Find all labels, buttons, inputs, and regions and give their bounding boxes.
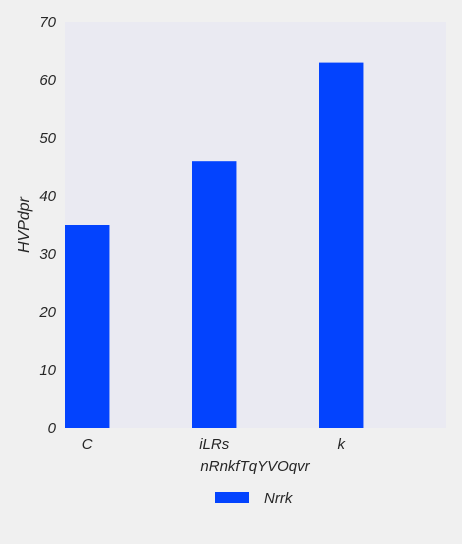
y-axis-label: HVPdpr (16, 196, 33, 253)
y-tick-label: 30 (39, 246, 56, 263)
x-tick-label: C (82, 436, 93, 453)
legend-label: Nrrk (264, 490, 294, 507)
y-tick-label: 70 (39, 14, 56, 31)
x-tick-label: iLRs (199, 436, 230, 453)
y-tick-label: 10 (39, 362, 56, 379)
bar-C (65, 225, 110, 428)
y-tick-label: 20 (38, 304, 56, 321)
x-tick-label: k (337, 436, 346, 453)
plot-area (65, 22, 446, 428)
y-tick-label: 60 (39, 72, 56, 89)
bar-k (319, 62, 364, 428)
x-axis-label: nRnkfTqYVOqvr (200, 458, 310, 475)
legend: Nrrk (215, 490, 294, 507)
bars-group (65, 62, 364, 428)
bar-iLRs (192, 161, 237, 428)
y-tick-label: 50 (39, 130, 56, 147)
y-tick-label: 40 (39, 188, 56, 205)
y-tick-label: 0 (48, 420, 57, 437)
legend-swatch (215, 492, 249, 503)
y-axis-ticks: 0 10 20 30 40 50 60 70 (38, 14, 56, 437)
